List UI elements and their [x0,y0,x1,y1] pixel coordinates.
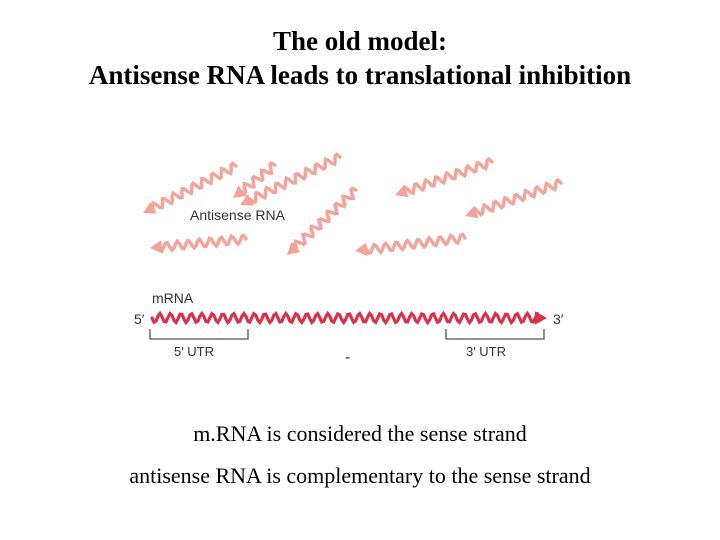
antisense-strand-2 [240,152,342,206]
antisense-strand-7-wave [362,232,467,255]
mrna-three-prime-end: 3′ [553,311,564,327]
antisense-strand-6-wave [158,233,248,254]
five-utr-bracket [149,329,249,340]
antisense-strand-4-wave [471,177,563,217]
antisense-strand-6 [150,233,248,254]
stray-mark: - [345,349,350,366]
antisense-strand-5-wave [293,186,358,254]
five-utr-label: 5′ UTR [174,344,214,359]
antisense-strand-6-arrowhead [150,240,163,254]
mrna-wave-arrow-arrowhead [535,311,547,325]
mrna-label: mRNA [152,290,194,306]
antisense-strand-8-wave [239,161,277,197]
mrna-wave-arrow-wave [150,310,539,326]
three-utr-label: 3′ UTR [466,344,506,359]
antisense-strand-8-arrowhead [233,185,247,198]
title-line-2: Antisense RNA leads to translational inh… [88,60,632,90]
antisense-strand-8 [233,161,277,198]
antisense-strand-3 [395,156,494,198]
antisense-strand-4-arrowhead [465,205,479,219]
three-utr-bracket [445,329,545,340]
caption-complementary: antisense RNA is complementary to the se… [129,463,591,488]
caption-sense-strand: m.RNA is considered the sense strand [193,421,527,446]
antisense-rna-label: Antisense RNA [190,207,286,223]
mrna-five-prime-end: 5′ [134,311,145,327]
antisense-strand-1 [143,161,238,214]
antisense-strand-7 [355,232,467,257]
antisense-strand-7-arrowhead [355,243,368,257]
antisense-strand-5 [287,186,358,255]
antisense-strand-3-arrowhead [395,184,409,198]
antisense-strand-4 [465,177,563,219]
antisense-strand-1-wave [150,161,238,213]
antisense-strand-3-wave [401,156,494,196]
antisense-strand-1-arrowhead [143,201,157,214]
antisense-strand-2-wave [245,152,342,205]
antisense-strands [143,152,563,257]
mrna-strand [150,310,547,326]
title-line-1: The old model: [272,26,447,56]
antisense-strand-2-arrowhead [240,193,254,206]
antisense-rna-diagram: Antisense RNA mRNA 5′ 3′ 5′ UTR 3′ UTR - [134,152,564,366]
antisense-strand-5-arrowhead [287,242,301,255]
slide-title: The old model: Antisense RNA leads to tr… [0,24,720,92]
mrna-wave-arrow [150,310,547,326]
